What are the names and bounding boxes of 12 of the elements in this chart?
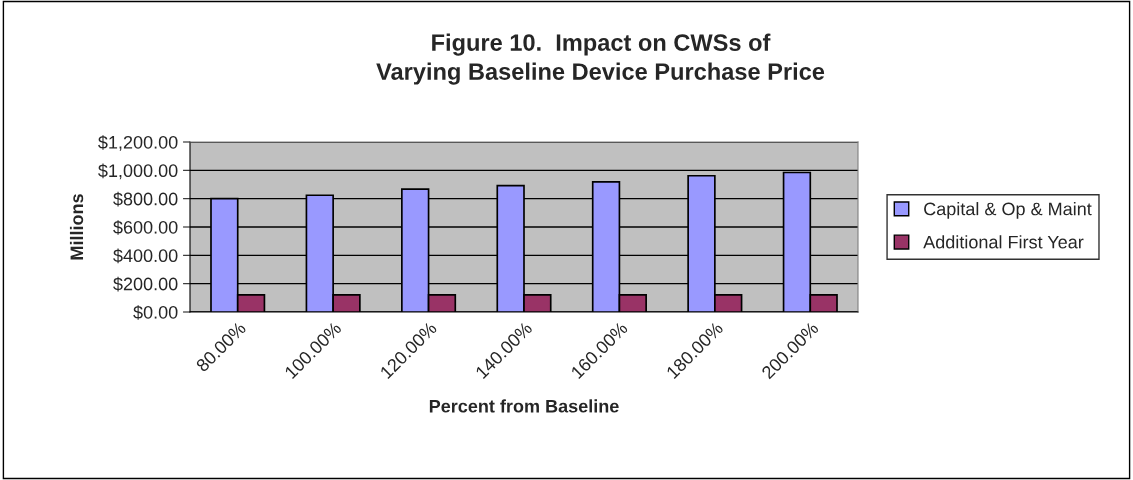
y-tick-label: $600.00 [113,220,178,235]
legend-label: Capital & Op & Maint [924,202,1092,219]
y-axis-title: Millions [69,194,84,260]
y-tick-label: $200.00 [113,276,178,292]
y-tick-label: $800.00 [113,191,178,207]
legend-label: Additional First Year [923,235,1084,249]
x-axis-title: Percent from Baseline [429,399,619,413]
y-tick-label: $0.00 [133,305,178,320]
chart-title: Figure 10. Impact on CWSs of Varying Baseline Device Purchase Price [376,33,825,85]
y-tick-label: $1,000.00 [98,163,178,180]
y-tick-label: $1,200.00 [98,135,178,151]
y-tick-label: $400.00 [113,248,178,264]
